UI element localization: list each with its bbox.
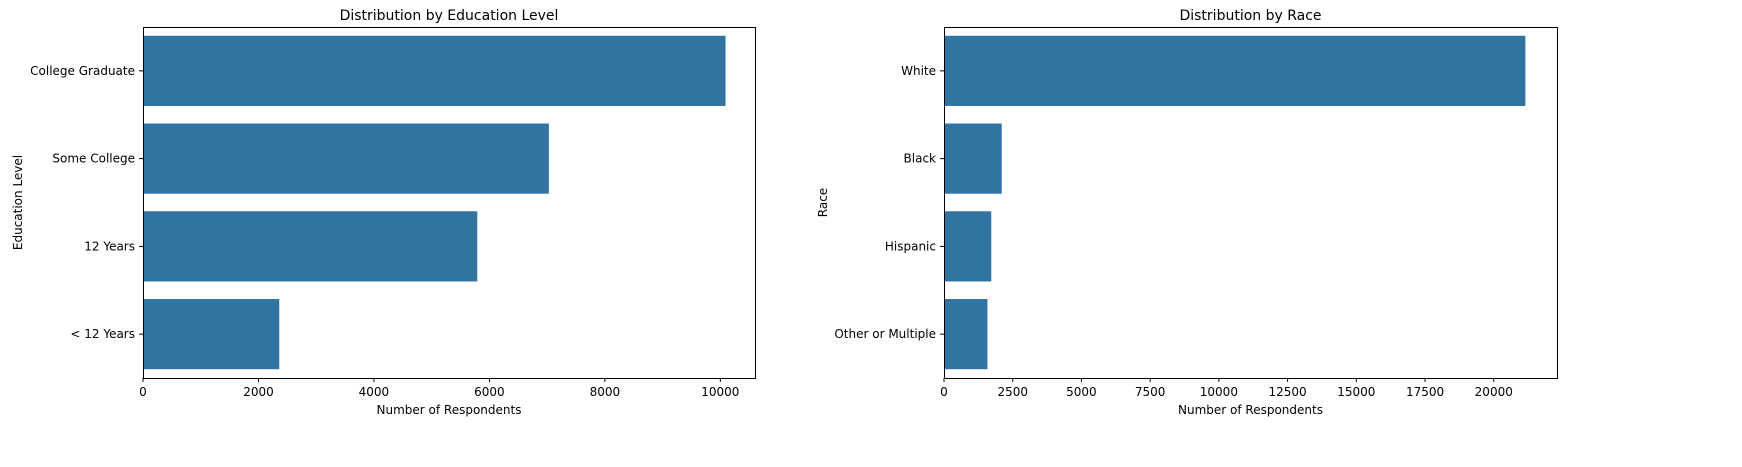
bar: [944, 299, 988, 370]
x-tick-label: 10000: [701, 385, 739, 399]
bar: [143, 299, 280, 370]
chart-title: Distribution by Race: [1179, 8, 1321, 24]
x-tick-label: 4000: [359, 385, 390, 399]
y-tick-label: 12 Years: [84, 239, 135, 253]
y-ticks: White Black Hispanic Other or Multiple: [834, 64, 944, 341]
bar: [944, 211, 992, 282]
y-axis-label: Education Level: [11, 155, 25, 250]
y-axis-label: Race: [816, 188, 830, 217]
x-tick-label: 0: [139, 385, 147, 399]
y-tick-label: < 12 Years: [70, 327, 135, 341]
y-tick-label: White: [901, 64, 936, 78]
education-chart: Distribution by Education Level Number o…: [11, 8, 756, 417]
x-tick-label: 17500: [1406, 385, 1444, 399]
bars: [944, 35, 1526, 370]
y-tick-label: Black: [904, 152, 937, 166]
race-chart: Distribution by Race Number of Responden…: [816, 8, 1558, 417]
y-tick-label: College Graduate: [30, 64, 135, 78]
x-tick-label: 2000: [243, 385, 274, 399]
y-ticks: College Graduate Some College 12 Years < 12…: [30, 64, 143, 341]
x-tick-label: 15000: [1337, 385, 1375, 399]
x-tick-label: 10000: [1200, 385, 1238, 399]
x-ticks: 0 2500 5000 7500 10000 12500 15000 17500 20000: [940, 378, 1513, 399]
x-axis-label: Number of Respondents: [377, 403, 522, 417]
x-ticks: 0 2000 4000 6000 8000 10000: [139, 378, 739, 399]
x-tick-label: 7500: [1135, 385, 1166, 399]
x-tick-label: 8000: [590, 385, 621, 399]
plot-frame: [944, 27, 1558, 379]
y-tick-label: Other or Multiple: [834, 327, 936, 341]
bar: [143, 123, 549, 194]
bar: [143, 211, 478, 282]
chart-title: Distribution by Education Level: [340, 8, 559, 24]
x-tick-label: 12500: [1269, 385, 1307, 399]
y-tick-label: Some College: [52, 152, 135, 166]
bars: [143, 35, 726, 370]
x-tick-label: 5000: [1066, 385, 1097, 399]
bar: [944, 35, 1526, 106]
plot-frame: [143, 27, 756, 379]
x-tick-label: 0: [940, 385, 948, 399]
bar: [143, 35, 726, 106]
x-tick-label: 20000: [1475, 385, 1513, 399]
y-tick-label: Hispanic: [885, 239, 936, 253]
x-tick-label: 6000: [474, 385, 505, 399]
x-axis-label: Number of Respondents: [1178, 403, 1323, 417]
bar: [944, 123, 1002, 194]
x-tick-label: 2500: [997, 385, 1028, 399]
